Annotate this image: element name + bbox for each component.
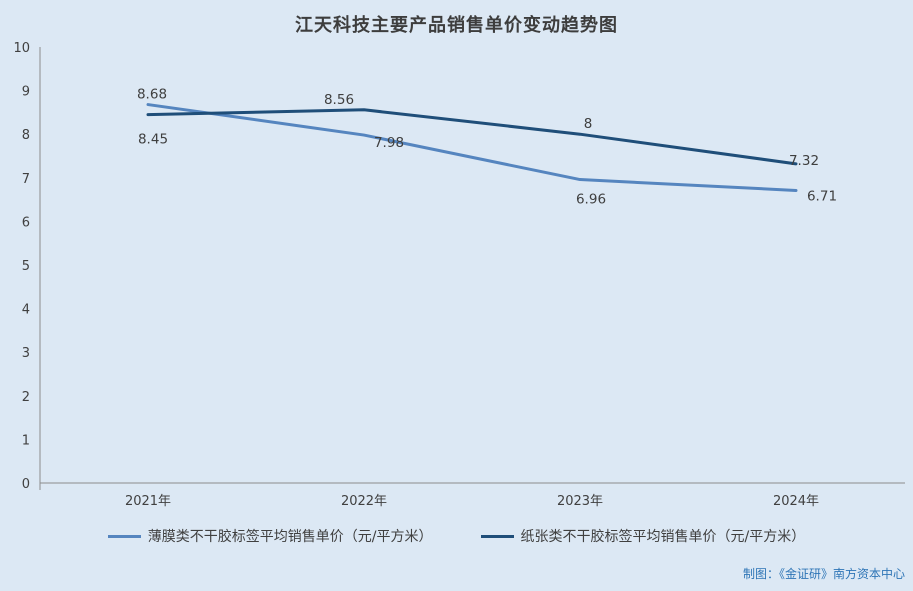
data-label: 7.32 (789, 153, 819, 169)
y-tick-label: 6 (22, 215, 30, 230)
y-tick-label: 8 (22, 128, 30, 143)
x-tick-label: 2023年 (557, 494, 603, 509)
x-tick-label: 2021年 (125, 494, 171, 509)
y-tick-label: 3 (22, 346, 30, 361)
y-tick-label: 0 (22, 477, 30, 492)
paper-series-line-marker (480, 534, 514, 538)
legend-label-film: 薄膜类不干胶标签平均销售单价（元/平方米） (147, 529, 433, 545)
plot-area: 0 1 2 3 4 5 6 7 8 9 10 2021年 2022年 2023年 2024年 8.68 7.98… (13, 41, 905, 509)
data-label: 6.71 (807, 188, 837, 204)
film-label-series-line (146, 103, 798, 192)
y-tick-label: 7 (22, 172, 30, 187)
data-label: 6.96 (576, 192, 606, 208)
data-label: 8.45 (138, 132, 168, 148)
legend: 薄膜类不干胶标签平均销售单价（元/平方米） 纸张类不干胶标签平均销售单价（元/平… (0, 526, 913, 546)
data-label: 8.68 (137, 87, 167, 103)
attribution: 制图：《金证研》南方资本中心 (742, 567, 905, 581)
chart-title: 江天科技主要产品销售单价变动趋势图 (295, 15, 618, 36)
film-series-line-marker (107, 534, 141, 538)
y-tick-label: 1 (22, 433, 30, 448)
y-tick-label: 4 (22, 303, 30, 318)
legend-label-paper: 纸张类不干胶标签平均销售单价（元/平方米） (520, 529, 806, 545)
legend-item-film: 薄膜类不干胶标签平均销售单价（元/平方米） (107, 526, 433, 546)
data-label: 8 (584, 116, 593, 132)
y-tick-label: 5 (22, 259, 30, 274)
x-tick-label: 2024年 (773, 494, 819, 509)
y-tick-label: 10 (13, 41, 30, 56)
legend-item-paper: 纸张类不干胶标签平均销售单价（元/平方米） (480, 526, 806, 546)
y-tick-label: 2 (22, 390, 30, 405)
data-label: 8.56 (324, 92, 354, 108)
paper-label-series-line (146, 108, 798, 166)
x-tick-label: 2022年 (341, 494, 387, 509)
data-label: 7.98 (374, 135, 404, 151)
y-tick-label: 9 (22, 85, 30, 100)
